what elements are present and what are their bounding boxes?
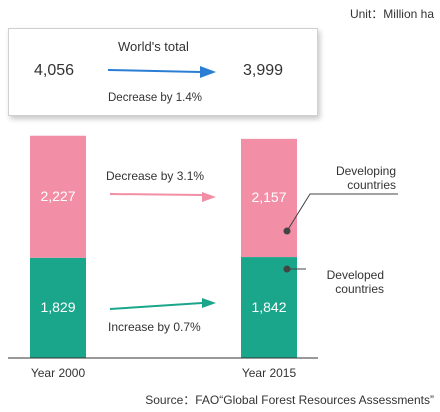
developing-change-arrow — [109, 193, 203, 196]
developing-change-arrow-head — [202, 192, 216, 202]
developed-change-arrow-head — [202, 298, 216, 308]
unit-label: Unit：Million ha — [349, 7, 434, 21]
world-total-end-value: 3,999 — [243, 62, 284, 79]
world-total-arrow — [107, 69, 201, 73]
developing-callout-line — [286, 193, 398, 232]
bar-developing-2015 — [241, 138, 297, 258]
bar-value-label: 2,227 — [40, 187, 76, 204]
developed-change-label: Increase by 0.7% — [108, 320, 201, 334]
developing-callout-dot — [283, 227, 291, 235]
category-label: Year 2000 — [30, 366, 86, 380]
developing-countries-callout: Developing countries — [335, 164, 396, 192]
world-total-title: World's total — [118, 39, 189, 54]
source-note: Source：FAO“Global Forest Resources Asses… — [145, 393, 434, 407]
bar-developed-2000 — [30, 257, 86, 358]
developing-change-label: Decrease by 3.1% — [106, 169, 205, 183]
bar-value-label: 1,829 — [40, 298, 76, 315]
world-total-change-label: Decrease by 1.4% — [108, 92, 202, 104]
category-label: Year 2015 — [241, 366, 297, 380]
developed-change-arrow — [109, 302, 203, 310]
bar-value-label: 2,157 — [251, 188, 287, 205]
developed-callout-dot — [283, 265, 291, 273]
world-total-start-value: 4,056 — [34, 62, 75, 79]
world-total-arrow-head — [200, 66, 216, 78]
bar-developed-2015 — [241, 257, 297, 358]
bar-developing-2000 — [30, 135, 86, 258]
bar-value-label: 1,842 — [251, 298, 287, 315]
developed-countries-callout: Developed countries — [326, 268, 384, 296]
